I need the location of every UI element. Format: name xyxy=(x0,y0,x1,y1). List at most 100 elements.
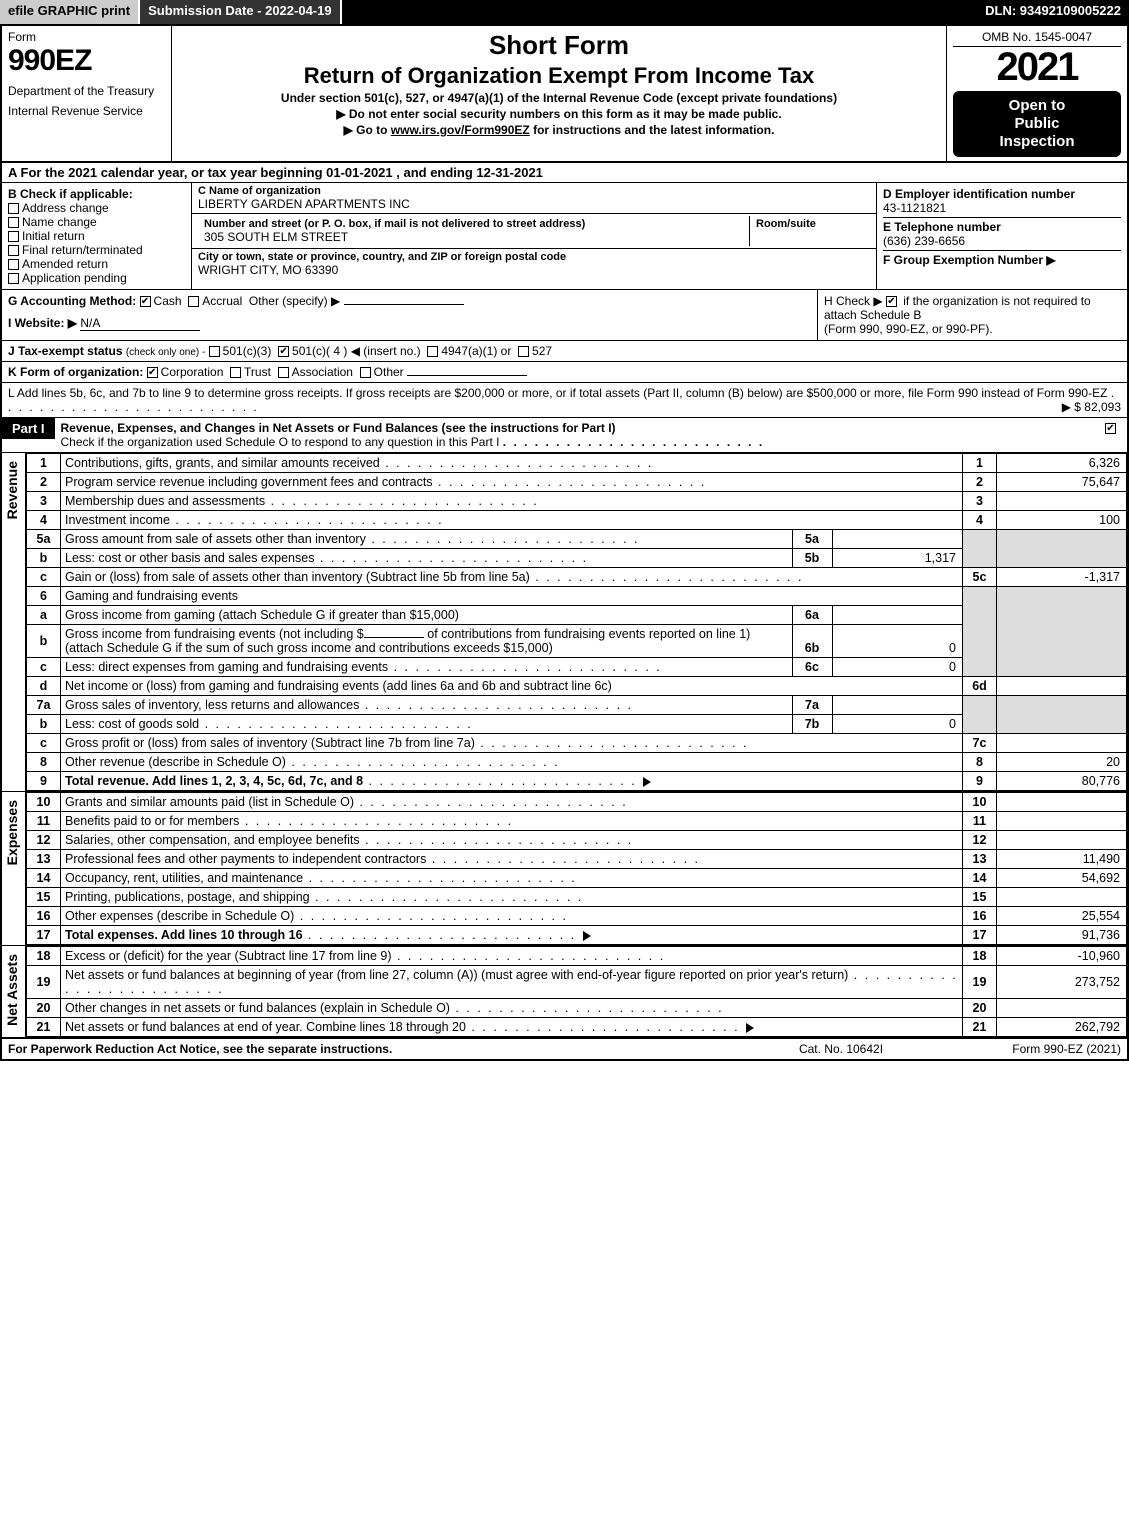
line-l: L Add lines 5b, 6c, and 7b to line 9 to … xyxy=(2,383,1127,418)
line-7b: b Less: cost of goods sold 7b 0 xyxy=(27,715,1127,734)
cb-corp[interactable]: ✔ xyxy=(147,367,158,378)
cb-part1-scho[interactable]: ✔ xyxy=(1105,423,1116,434)
line-7a: 7a Gross sales of inventory, less return… xyxy=(27,696,1127,715)
line-20: 20Other changes in net assets or fund ba… xyxy=(27,999,1127,1018)
lbl-final-return: Final return/terminated xyxy=(22,243,143,257)
c-name-value: LIBERTY GARDEN APARTMENTS INC xyxy=(198,197,870,211)
line-6b: b Gross income from fundraising events (… xyxy=(27,625,1127,658)
c-city-value: WRIGHT CITY, MO 63390 xyxy=(198,263,870,277)
cb-cash[interactable]: ✔ xyxy=(140,296,151,307)
row-gh: G Accounting Method: ✔Cash Accrual Other… xyxy=(2,290,1127,341)
cb-name-change[interactable] xyxy=(8,217,19,228)
form-number: 990EZ xyxy=(8,44,165,78)
j-label: J Tax-exempt status xyxy=(8,344,123,358)
footer-left: For Paperwork Reduction Act Notice, see … xyxy=(8,1042,741,1056)
cb-amended-return[interactable] xyxy=(8,259,19,270)
lbl-4947: 4947(a)(1) or xyxy=(441,344,511,358)
line-6: 6 Gaming and fundraising events xyxy=(27,587,1127,606)
line-6a: a Gross income from gaming (attach Sched… xyxy=(27,606,1127,625)
f-label: F Group Exemption Number ▶ xyxy=(883,253,1056,267)
l-amount: ▶ $ 82,093 xyxy=(1062,400,1121,414)
topbar-spacer xyxy=(342,0,978,24)
line-14: 14Occupancy, rent, utilities, and mainte… xyxy=(27,869,1127,888)
short-form-label: Short Form xyxy=(180,30,938,61)
line-5c: c Gain or (loss) from sale of assets oth… xyxy=(27,568,1127,587)
form-header: Form 990EZ Department of the Treasury In… xyxy=(2,26,1127,163)
cb-trust[interactable] xyxy=(230,367,241,378)
lbl-501c3: 501(c)(3) xyxy=(223,344,272,358)
line-2: 2 Program service revenue including gove… xyxy=(27,473,1127,492)
cb-application-pending[interactable] xyxy=(8,273,19,284)
expenses-side-label: Expenses xyxy=(2,792,26,945)
line-10: 10Grants and similar amounts paid (list … xyxy=(27,793,1127,812)
other-org-input[interactable] xyxy=(407,375,527,376)
efile-print-label[interactable]: efile GRAPHIC print xyxy=(0,0,140,24)
open-to-public-box: Open to Public Inspection xyxy=(953,91,1121,157)
info-grid: B Check if applicable: Address change Na… xyxy=(2,183,1127,290)
part1-check-line: Check if the organization used Schedule … xyxy=(61,435,500,449)
box-b-heading: B Check if applicable: xyxy=(8,187,133,201)
line-5b: b Less: cost or other basis and sales ex… xyxy=(27,549,1127,568)
arrow-icon xyxy=(643,777,651,787)
part1-label: Part I xyxy=(2,418,55,439)
arrow-icon xyxy=(746,1023,754,1033)
part1-title: Revenue, Expenses, and Changes in Net As… xyxy=(61,421,616,435)
box-b: B Check if applicable: Address change Na… xyxy=(2,183,192,289)
form-word: Form xyxy=(8,30,165,44)
line-4: 4 Investment income 4 100 xyxy=(27,511,1127,530)
cb-address-change[interactable] xyxy=(8,203,19,214)
cb-501c[interactable]: ✔ xyxy=(278,346,289,357)
form-container: Form 990EZ Department of the Treasury In… xyxy=(0,24,1129,1061)
c-addr-label: Number and street (or P. O. box, if mail… xyxy=(204,218,743,230)
lbl-527: 527 xyxy=(532,344,552,358)
footer-mid: Cat. No. 10642I xyxy=(741,1042,941,1056)
i-value: N/A xyxy=(80,316,200,331)
revenue-side-label: Revenue xyxy=(2,453,26,791)
cb-initial-return[interactable] xyxy=(8,231,19,242)
line-9: 9 Total revenue. Add lines 1, 2, 3, 4, 5… xyxy=(27,772,1127,791)
line-16: 16Other expenses (describe in Schedule O… xyxy=(27,907,1127,926)
cb-accrual[interactable] xyxy=(188,296,199,307)
line-3: 3 Membership dues and assessments 3 xyxy=(27,492,1127,511)
irs-link[interactable]: www.irs.gov/Form990EZ xyxy=(391,123,530,137)
lbl-accrual: Accrual xyxy=(202,294,242,308)
header-right: OMB No. 1545-0047 2021 Open to Public In… xyxy=(947,26,1127,161)
line-j: J Tax-exempt status (check only one) - 5… xyxy=(2,341,1127,362)
other-specify-input[interactable] xyxy=(344,304,464,305)
netassets-side-label: Net Assets xyxy=(2,946,26,1037)
dln-label: DLN: 93492109005222 xyxy=(977,0,1129,24)
dept-treasury: Department of the Treasury xyxy=(8,84,165,98)
line-15: 15Printing, publications, postage, and s… xyxy=(27,888,1127,907)
cb-501c3[interactable] xyxy=(209,346,220,357)
line-5a: 5a Gross amount from sale of assets othe… xyxy=(27,530,1127,549)
h-text1: H Check ▶ xyxy=(824,294,886,308)
6b-blank[interactable] xyxy=(364,637,424,638)
lbl-address-change: Address change xyxy=(22,201,109,215)
cb-other-org[interactable] xyxy=(360,367,371,378)
h-text3: (Form 990, 990-EZ, or 990-PF). xyxy=(824,322,993,336)
line-21: 21Net assets or fund balances at end of … xyxy=(27,1018,1127,1037)
lbl-name-change: Name change xyxy=(22,215,97,229)
page-footer: For Paperwork Reduction Act Notice, see … xyxy=(2,1039,1127,1059)
form-subtitle: Under section 501(c), 527, or 4947(a)(1)… xyxy=(180,91,938,105)
cb-h[interactable]: ✔ xyxy=(886,296,897,307)
d-label: D Employer identification number xyxy=(883,187,1075,201)
revenue-table: 1 Contributions, gifts, grants, and simi… xyxy=(26,453,1127,791)
k-label: K Form of organization: xyxy=(8,365,143,379)
bullet2-post: for instructions and the latest informat… xyxy=(530,123,775,137)
cb-final-return[interactable] xyxy=(8,245,19,256)
expenses-section: Expenses 10Grants and similar amounts pa… xyxy=(2,792,1127,946)
line-7c: c Gross profit or (loss) from sales of i… xyxy=(27,734,1127,753)
cb-4947[interactable] xyxy=(427,346,438,357)
form-bullet-2: ▶ Go to www.irs.gov/Form990EZ for instru… xyxy=(180,123,938,137)
l-text: L Add lines 5b, 6c, and 7b to line 9 to … xyxy=(8,386,1107,400)
revenue-section: Revenue 1 Contributions, gifts, grants, … xyxy=(2,453,1127,792)
cb-527[interactable] xyxy=(518,346,529,357)
c-room-label: Room/suite xyxy=(756,218,864,230)
cb-assoc[interactable] xyxy=(278,367,289,378)
line-6c: c Less: direct expenses from gaming and … xyxy=(27,658,1127,677)
c-name-label: C Name of organization xyxy=(198,185,870,197)
line-12: 12Salaries, other compensation, and empl… xyxy=(27,831,1127,850)
lbl-501c: 501(c)( 4 ) ◀ (insert no.) xyxy=(292,344,421,358)
line-k: K Form of organization: ✔Corporation Tru… xyxy=(2,362,1127,383)
